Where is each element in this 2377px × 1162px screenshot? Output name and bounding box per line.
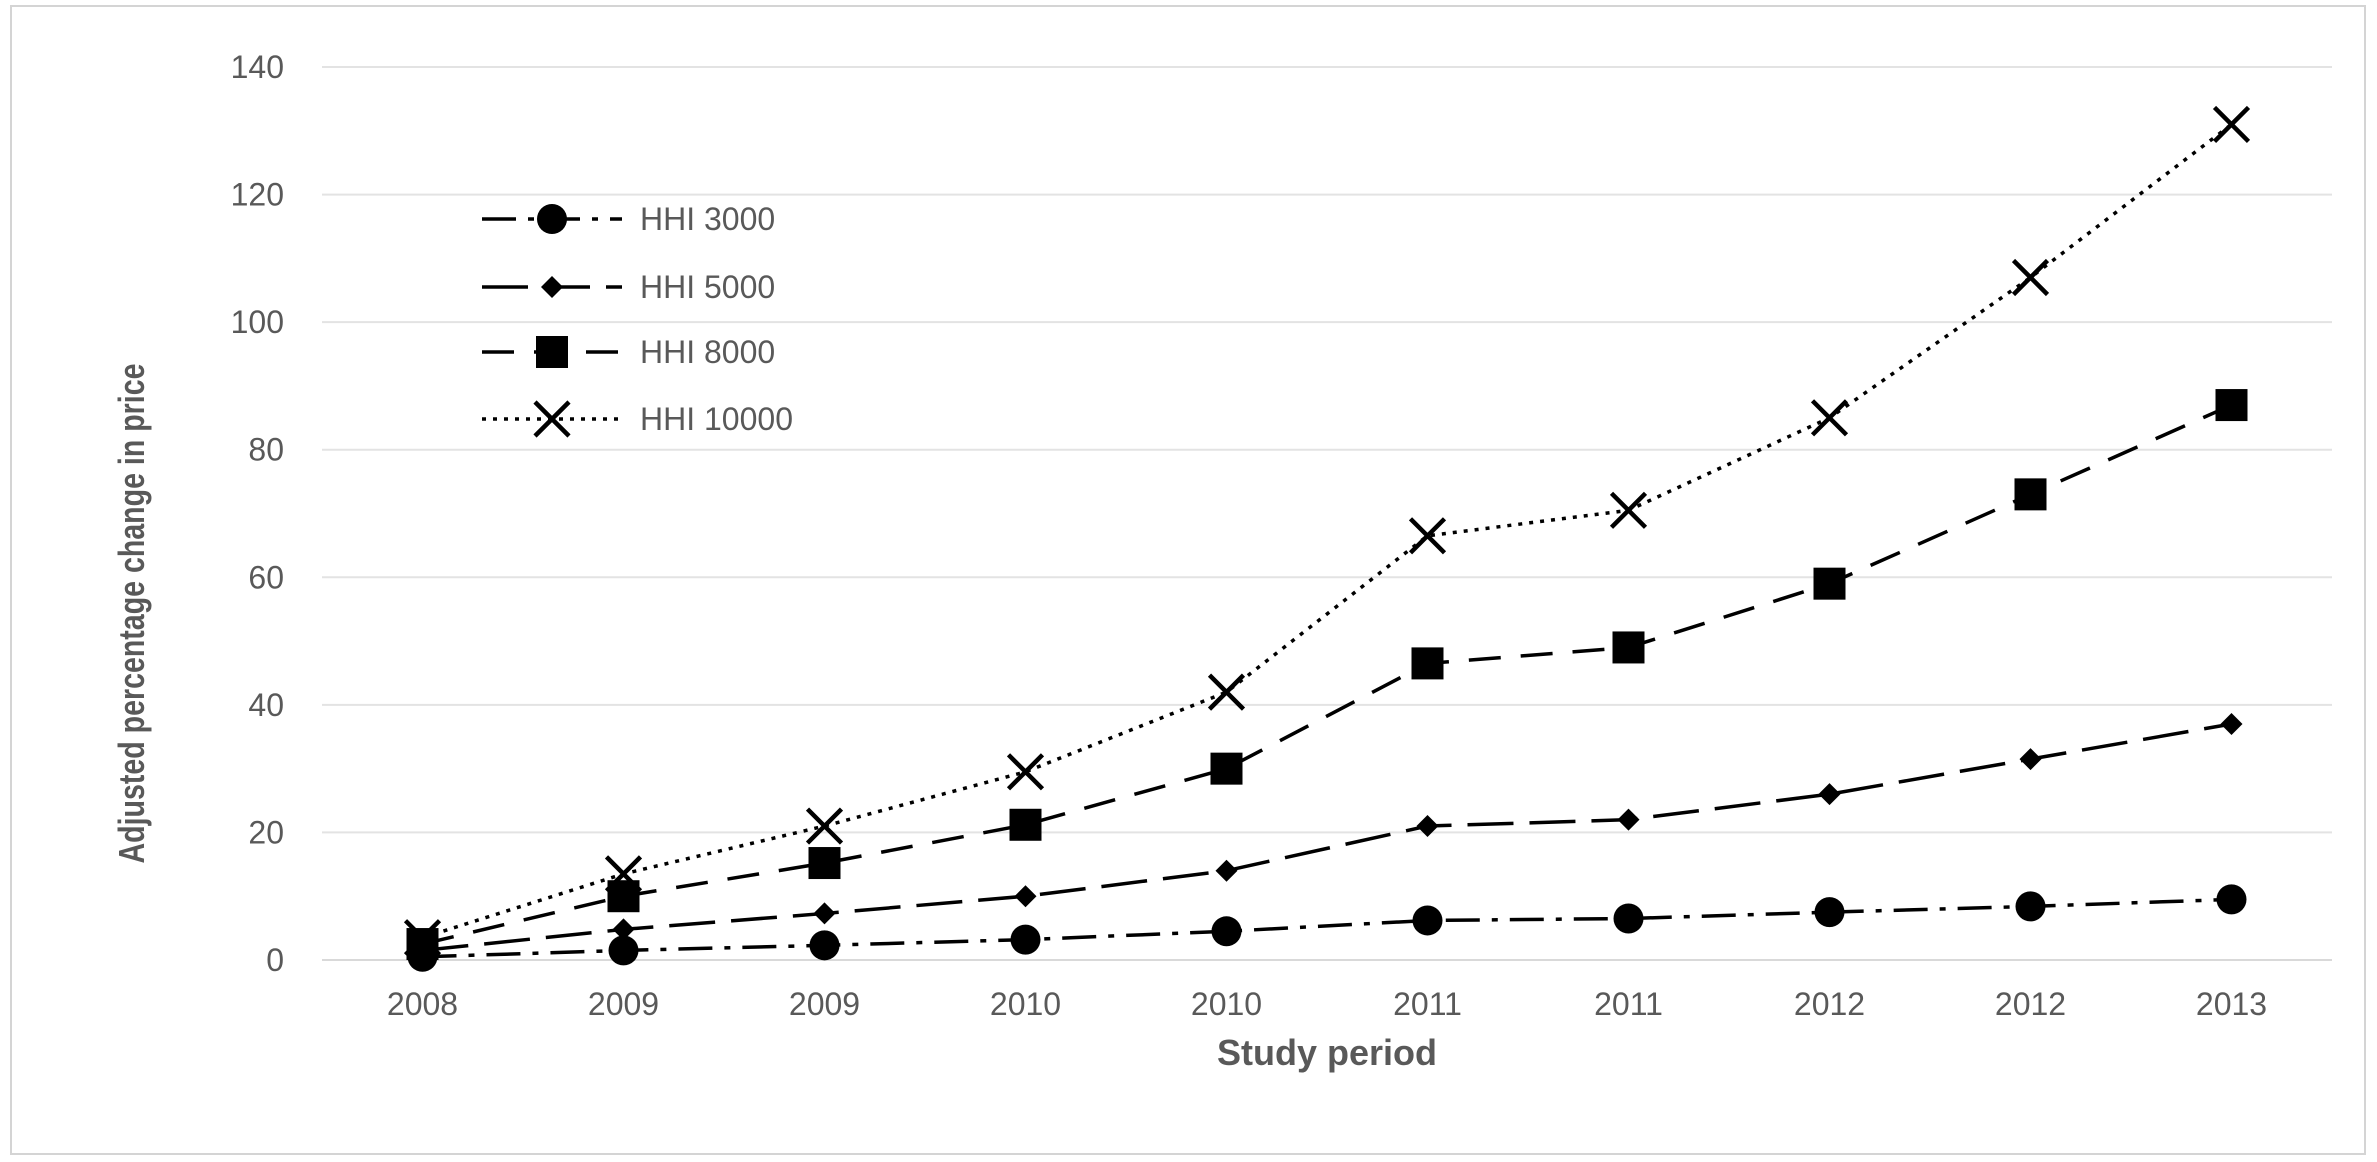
data-point [1813, 567, 1846, 600]
data-point [2014, 478, 2047, 511]
series-line [422, 722, 2232, 953]
data-point [2011, 258, 2050, 297]
legend-label: HHI 8000 [640, 334, 775, 370]
x-tick-label: 2009 [588, 986, 659, 1022]
x-tick-label: 2010 [990, 986, 1061, 1022]
y-axis-label: Adjusted percentage change in price [111, 364, 152, 864]
x-tick-label: 2010 [1191, 986, 1262, 1022]
data-point [1818, 783, 1841, 806]
chart-frame: 0 20 40 60 80 100 120 140 2008 2009 2009 2010 2010 2… [10, 5, 2366, 1155]
x-tick-label: 2012 [1794, 986, 1865, 1022]
x-tick-label: 2012 [1995, 986, 2066, 1022]
y-axis-ticks: 0 20 40 60 80 100 120 140 [231, 49, 284, 978]
x-tick-label: 2011 [1594, 986, 1663, 1022]
data-point [805, 807, 844, 845]
data-point [1412, 905, 1443, 936]
data-point [1617, 808, 1640, 831]
data-point [1814, 897, 1845, 928]
data-point [1014, 885, 1037, 908]
data-point [1215, 859, 1238, 882]
data-point [604, 855, 643, 893]
legend: HHI 3000 HHI 5000 HHI 8000 HHI 10000 [482, 201, 793, 438]
series-line [422, 403, 2233, 946]
data-point [2212, 105, 2251, 143]
legend-entry: HHI 10000 [482, 400, 793, 438]
data-point [2015, 891, 2046, 922]
data-point [1416, 815, 1439, 838]
data-point [809, 930, 840, 961]
data-point [2216, 884, 2247, 915]
legend-marker [537, 204, 567, 234]
data-point [1210, 752, 1243, 785]
data-point [808, 847, 841, 880]
legend-entry: HHI 5000 [482, 269, 775, 305]
data-point [1609, 491, 1648, 529]
gridlines [322, 66, 2332, 834]
data-point [2215, 389, 2248, 422]
y-tick-label: 40 [248, 687, 284, 723]
series-group [403, 105, 2251, 972]
legend-label: HHI 5000 [640, 269, 775, 305]
y-tick-label: 100 [231, 304, 284, 340]
data-point [2220, 712, 2243, 735]
legend-marker [536, 336, 568, 368]
data-point [608, 935, 639, 966]
series-hhi-3000 [407, 884, 2247, 972]
x-tick-label: 2013 [2196, 986, 2267, 1022]
legend-entry: HHI 8000 [482, 334, 775, 370]
legend-entry: HHI 3000 [482, 201, 775, 237]
legend-label: HHI 10000 [640, 401, 793, 437]
data-point [1810, 399, 1849, 437]
legend-label: HHI 3000 [640, 201, 775, 237]
data-point [1211, 916, 1242, 947]
x-tick-label: 2009 [789, 986, 860, 1022]
data-point [2019, 748, 2042, 771]
data-point [1411, 647, 1444, 680]
x-tick-label: 2008 [387, 986, 458, 1022]
data-point [813, 902, 836, 925]
data-point [1006, 753, 1045, 791]
data-point [1613, 903, 1644, 934]
y-tick-label: 80 [248, 432, 284, 468]
x-tick-label: 2011 [1393, 986, 1462, 1022]
data-point [1009, 808, 1042, 841]
y-tick-label: 60 [248, 559, 284, 595]
legend-marker [533, 400, 571, 438]
y-tick-label: 0 [266, 942, 284, 978]
series-line [422, 897, 2232, 959]
data-point [1408, 517, 1447, 555]
data-point [1612, 631, 1645, 664]
y-tick-label: 140 [231, 49, 284, 85]
series-line [421, 123, 2233, 940]
series-hhi-10000 [403, 105, 2251, 957]
x-axis-label: Study period [1217, 1032, 1437, 1073]
legend-marker [541, 276, 563, 298]
data-point [403, 919, 442, 957]
y-tick-label: 20 [248, 814, 284, 850]
data-point [1207, 673, 1246, 711]
series-hhi-8000 [406, 389, 2248, 961]
x-axis-ticks: 2008 2009 2009 2010 2010 2011 2011 2012 2012 2013 [387, 986, 2267, 1022]
data-point [1010, 924, 1041, 955]
data-point [612, 918, 635, 941]
y-tick-label: 120 [231, 177, 284, 213]
